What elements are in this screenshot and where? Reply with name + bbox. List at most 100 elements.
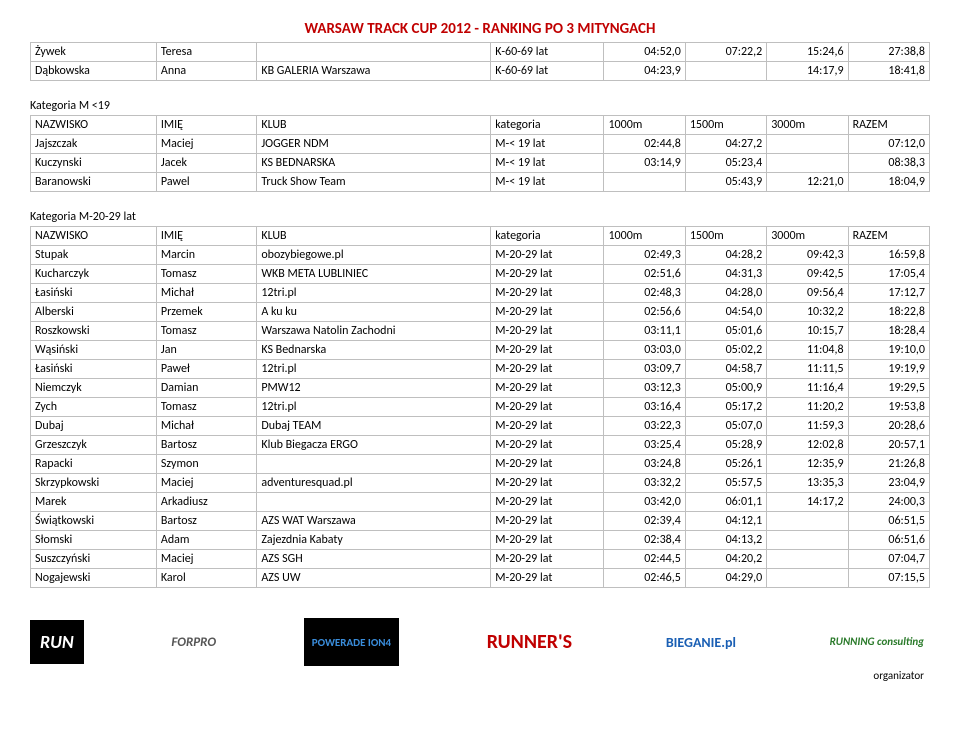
col-header: 1500m <box>685 227 766 246</box>
cell: 09:42,3 <box>767 246 848 265</box>
cell: M-20-29 lat <box>491 531 604 550</box>
cell: KB GALERIA Warszawa <box>257 62 491 81</box>
cell: Dąbkowska <box>31 62 157 81</box>
cell <box>604 173 685 192</box>
cell: 05:17,2 <box>685 398 766 417</box>
cell: M-< 19 lat <box>491 154 604 173</box>
cell <box>257 43 491 62</box>
organizator-label: organizator <box>873 669 924 682</box>
table-row: NogajewskiKarolAZS UWM-20-29 lat02:46,50… <box>31 569 930 588</box>
cell: 14:17,9 <box>767 62 848 81</box>
cell: 11:16,4 <box>767 379 848 398</box>
cell: 02:51,6 <box>604 265 685 284</box>
cell: 06:01,1 <box>685 493 766 512</box>
logo-powerade: POWERADE ION4 <box>304 618 399 666</box>
cell: Anna <box>156 62 256 81</box>
cell: AZS UW <box>257 569 491 588</box>
cell: Rapacki <box>31 455 157 474</box>
cell: AZS WAT Warszawa <box>257 512 491 531</box>
cell: Łasiński <box>31 360 157 379</box>
cell: 04:31,3 <box>685 265 766 284</box>
cell: 19:29,5 <box>848 379 929 398</box>
cell: Tomasz <box>156 265 256 284</box>
cell: 04:28,2 <box>685 246 766 265</box>
cell: 07:04,7 <box>848 550 929 569</box>
section2-table: NAZWISKOIMIĘKLUBkategoria1000m1500m3000m… <box>30 226 930 588</box>
cell: 03:25,4 <box>604 436 685 455</box>
cell: 04:28,0 <box>685 284 766 303</box>
cell: 04:29,0 <box>685 569 766 588</box>
cell: Kuczynski <box>31 154 157 173</box>
cell: JOGGER NDM <box>257 135 491 154</box>
cell: Przemek <box>156 303 256 322</box>
cell <box>767 569 848 588</box>
cell: M-20-29 lat <box>491 436 604 455</box>
cell: Maciej <box>156 474 256 493</box>
cell: Pawel <box>156 173 256 192</box>
cell: M-20-29 lat <box>491 550 604 569</box>
cell: Stupak <box>31 246 157 265</box>
cell: M-20-29 lat <box>491 455 604 474</box>
col-header: 3000m <box>767 116 848 135</box>
table-row: ŻywekTeresaK-60-69 lat04:52,007:22,215:2… <box>31 43 930 62</box>
cell: M-20-29 lat <box>491 360 604 379</box>
cell: Maciej <box>156 550 256 569</box>
cell: 16:59,8 <box>848 246 929 265</box>
cell: M-20-29 lat <box>491 341 604 360</box>
cell: Truck Show Team <box>257 173 491 192</box>
logo-bieganie: BIEGANIE.pl <box>660 624 742 660</box>
cell: 02:56,6 <box>604 303 685 322</box>
cell: 05:01,6 <box>685 322 766 341</box>
table-row: GrzeszczykBartoszKlub Biegacza ERGOM-20-… <box>31 436 930 455</box>
cell <box>685 62 766 81</box>
cell: 06:51,5 <box>848 512 929 531</box>
cell: 02:39,4 <box>604 512 685 531</box>
cell: 09:42,5 <box>767 265 848 284</box>
table-row: BaranowskiPawelTruck Show TeamM-< 19 lat… <box>31 173 930 192</box>
table-row: MarekArkadiuszM-20-29 lat03:42,006:01,11… <box>31 493 930 512</box>
cell <box>257 455 491 474</box>
cell: Suszczyński <box>31 550 157 569</box>
cell <box>767 135 848 154</box>
table-row: ZychTomasz12tri.plM-20-29 lat03:16,405:1… <box>31 398 930 417</box>
cell: Łasiński <box>31 284 157 303</box>
cell: Maciej <box>156 135 256 154</box>
cell: 20:57,1 <box>848 436 929 455</box>
col-header: KLUB <box>257 116 491 135</box>
table-row: SłomskiAdamZajezdnia KabatyM-20-29 lat02… <box>31 531 930 550</box>
cell: 02:44,5 <box>604 550 685 569</box>
cell: 02:48,3 <box>604 284 685 303</box>
cell: M-20-29 lat <box>491 284 604 303</box>
cell: 05:23,4 <box>685 154 766 173</box>
cell: KS BEDNARSKA <box>257 154 491 173</box>
cell: M-20-29 lat <box>491 265 604 284</box>
cell: Żywek <box>31 43 157 62</box>
cell: 04:13,2 <box>685 531 766 550</box>
cell: 05:00,9 <box>685 379 766 398</box>
cell: Alberski <box>31 303 157 322</box>
cell: 19:53,8 <box>848 398 929 417</box>
table-row: SkrzypkowskiMaciejadventuresquad.plM-20-… <box>31 474 930 493</box>
cell: Nogajewski <box>31 569 157 588</box>
cell: 19:19,9 <box>848 360 929 379</box>
cell: 07:22,2 <box>685 43 766 62</box>
cell: 03:24,8 <box>604 455 685 474</box>
cell: Dubaj <box>31 417 157 436</box>
table-row: ŁasińskiPaweł12tri.plM-20-29 lat03:09,70… <box>31 360 930 379</box>
cell: Marcin <box>156 246 256 265</box>
cell: adventuresquad.pl <box>257 474 491 493</box>
col-header: NAZWISKO <box>31 227 157 246</box>
col-header: 1000m <box>604 116 685 135</box>
cell: 05:26,1 <box>685 455 766 474</box>
cell: 05:02,2 <box>685 341 766 360</box>
cell: Marek <box>31 493 157 512</box>
top-table: ŻywekTeresaK-60-69 lat04:52,007:22,215:2… <box>30 42 930 81</box>
table-row: RapackiSzymonM-20-29 lat03:24,805:26,112… <box>31 455 930 474</box>
cell: Jajszczak <box>31 135 157 154</box>
col-header: RAZEM <box>848 227 929 246</box>
logo-runners: RUNNER'S <box>481 624 578 660</box>
cell: Adam <box>156 531 256 550</box>
cell: 18:04,9 <box>848 173 929 192</box>
cell: M-20-29 lat <box>491 379 604 398</box>
cell: 09:56,4 <box>767 284 848 303</box>
